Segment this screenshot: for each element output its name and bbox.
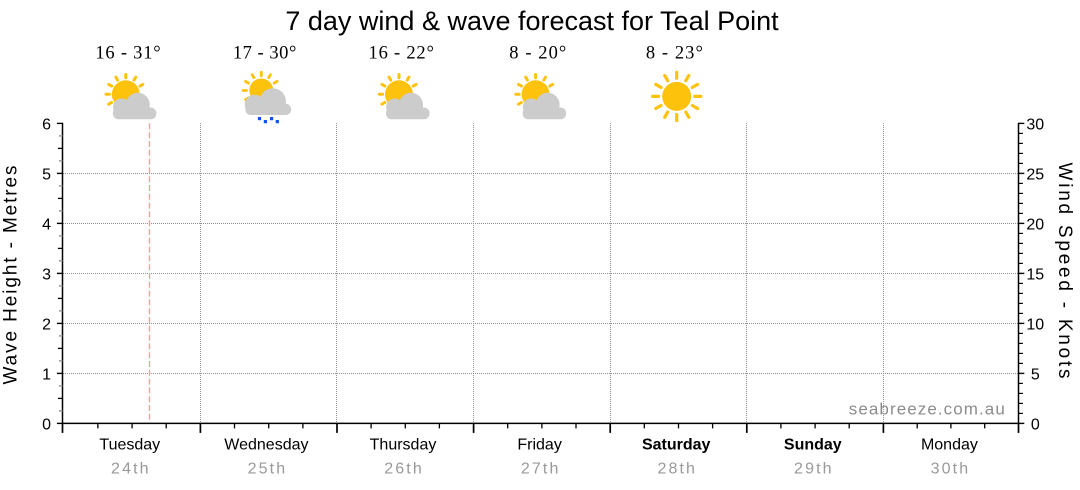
svg-text:17 - 30°: 17 - 30°	[233, 44, 297, 64]
svg-text:Wave Height - Metres: Wave Height - Metres	[1, 166, 22, 385]
svg-text:20: 20	[1026, 216, 1044, 233]
svg-text:25th: 25th	[248, 460, 286, 477]
svg-text:Wednesday: Wednesday	[224, 437, 308, 454]
svg-text:30: 30	[1026, 116, 1044, 133]
svg-text:5: 5	[42, 166, 51, 183]
svg-text:Thursday: Thursday	[370, 437, 437, 454]
svg-text:7 day wind & wave forecast for: 7 day wind & wave forecast for Teal Poin…	[285, 6, 779, 36]
svg-text:Wind Speed - Knots: Wind Speed - Knots	[1054, 163, 1075, 379]
svg-text:8 - 20°: 8 - 20°	[509, 44, 566, 64]
svg-text:6: 6	[42, 116, 51, 133]
svg-text:16 - 22°: 16 - 22°	[369, 44, 434, 64]
svg-text:1: 1	[42, 366, 51, 383]
svg-text:16 - 31°: 16 - 31°	[95, 44, 160, 64]
svg-text:8 - 23°: 8 - 23°	[646, 44, 703, 64]
svg-text:26th: 26th	[384, 460, 422, 477]
svg-text:15: 15	[1026, 266, 1044, 283]
svg-text:25: 25	[1026, 166, 1044, 183]
svg-text:Friday: Friday	[517, 437, 561, 454]
svg-text:27th: 27th	[521, 460, 559, 477]
svg-text:Monday: Monday	[921, 437, 978, 454]
svg-text:Tuesday: Tuesday	[99, 437, 160, 454]
svg-text:5: 5	[1031, 366, 1040, 383]
svg-text:seabreeze.com.au: seabreeze.com.au	[849, 399, 1005, 418]
svg-text:Saturday: Saturday	[642, 437, 711, 454]
svg-text:0: 0	[1031, 416, 1040, 433]
svg-text:0: 0	[42, 416, 51, 433]
svg-text:29th: 29th	[794, 460, 832, 477]
svg-text:3: 3	[42, 266, 51, 283]
svg-text:10: 10	[1026, 316, 1044, 333]
svg-text:28th: 28th	[657, 460, 695, 477]
svg-text:2: 2	[42, 316, 51, 333]
svg-text:24th: 24th	[111, 460, 149, 477]
svg-text:30th: 30th	[931, 460, 969, 477]
svg-text:4: 4	[42, 216, 51, 233]
svg-text:Sunday: Sunday	[784, 437, 842, 454]
